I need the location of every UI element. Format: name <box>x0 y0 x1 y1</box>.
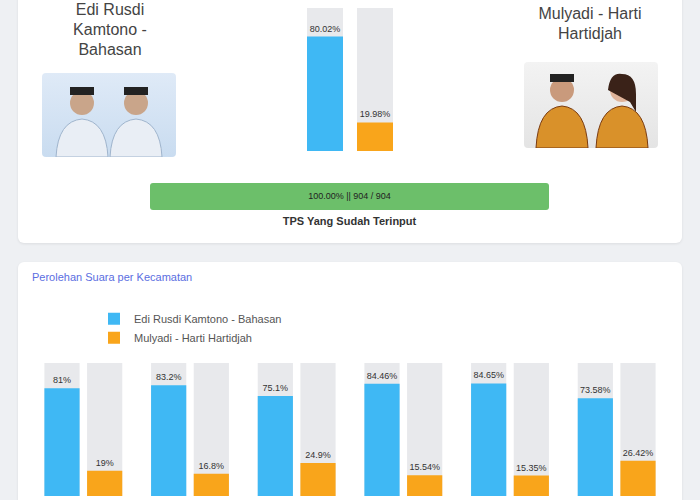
svg-text:84.65%: 84.65% <box>473 370 504 380</box>
svg-text:80.02%: 80.02% <box>310 24 341 34</box>
svg-text:Mulyadi - Harti Hartidjah: Mulyadi - Harti Hartidjah <box>134 332 252 344</box>
svg-text:15.35%: 15.35% <box>516 463 547 473</box>
svg-text:16.8%: 16.8% <box>199 461 225 471</box>
html-text:Mulyadi - Harti Hartidjah: Mulyadi - Harti Hartidjah <box>538 5 642 42</box>
svg-text:19.98%: 19.98% <box>360 109 391 119</box>
html-text:TPS Yang Sudah Terinput: TPS Yang Sudah Terinput <box>282 215 417 227</box>
html-text:100.00% || 904 / 904: 100.00% || 904 / 904 <box>308 191 391 201</box>
svg-text:73.58%: 73.58% <box>580 385 611 395</box>
svg-text:83.2%: 83.2% <box>156 372 182 382</box>
html-text:Perolehan Suara per Kecamatan: Perolehan Suara per Kecamatan <box>32 271 193 283</box>
svg-text:75.1%: 75.1% <box>263 383 289 393</box>
svg-text:84.46%: 84.46% <box>367 371 398 381</box>
svg-text:26.42%: 26.42% <box>623 448 654 458</box>
svg-text:Edi Rusdi Kamtono - Bahasan: Edi Rusdi Kamtono - Bahasan <box>134 313 281 325</box>
svg-text:81%: 81% <box>53 375 71 385</box>
svg-text:15.54%: 15.54% <box>409 462 440 472</box>
svg-text:19%: 19% <box>96 458 114 468</box>
html-text:Edi Rusdi Kamtono - Bahasan: Edi Rusdi Kamtono - Bahasan <box>73 1 147 58</box>
svg-text:24.9%: 24.9% <box>305 450 331 460</box>
